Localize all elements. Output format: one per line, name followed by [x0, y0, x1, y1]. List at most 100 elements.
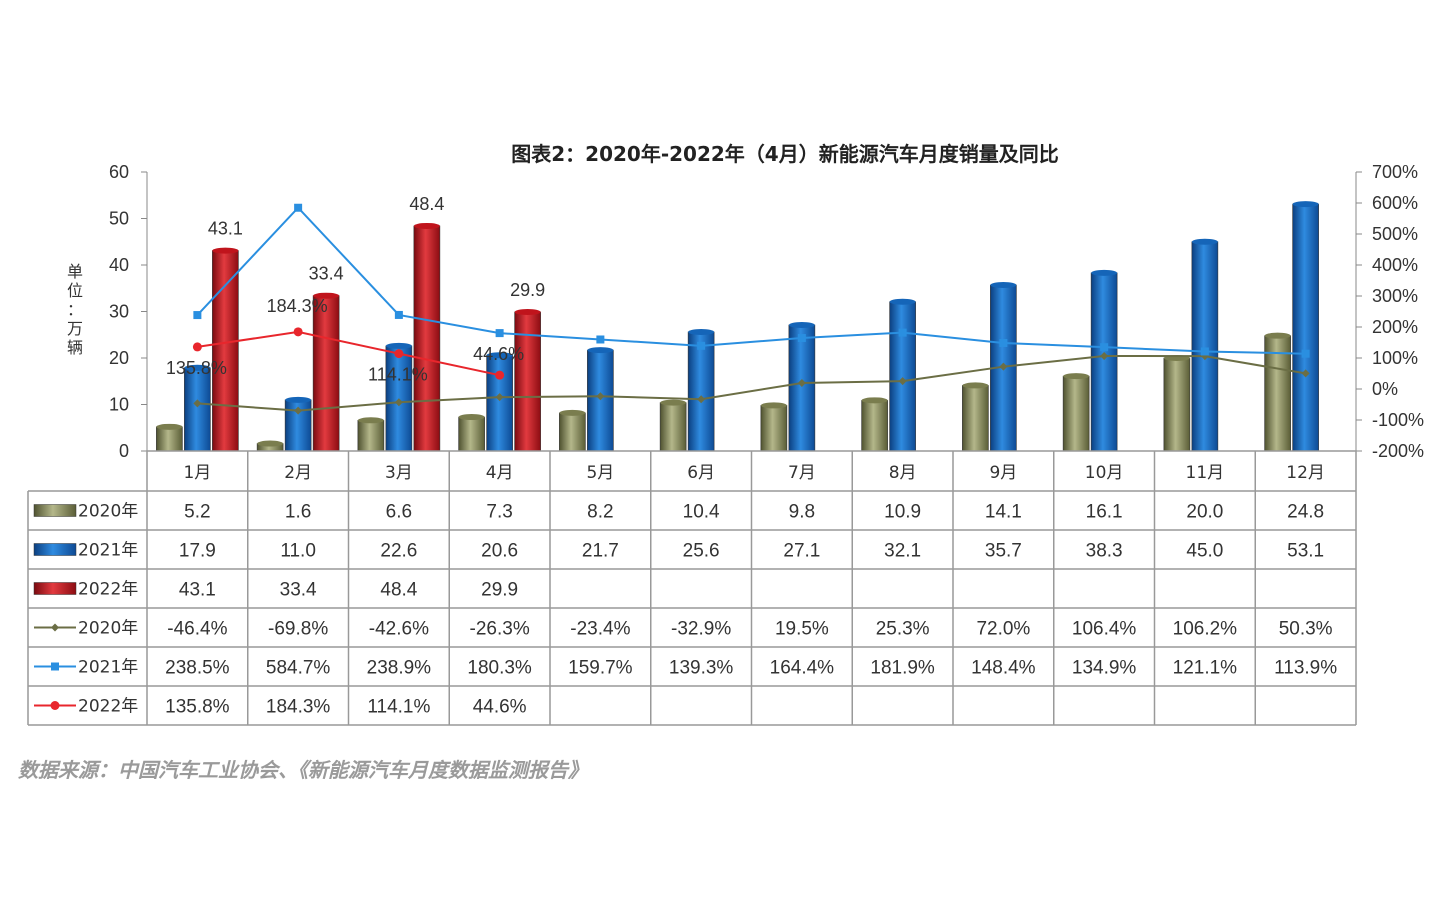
data-labels-group: 43.1 33.4 48.4 29.9 135.8% 184.3% 114.1% 44.6%: [166, 194, 545, 385]
right-tick-label: 300%: [1372, 286, 1418, 306]
table-cell: 50.3%: [1279, 619, 1333, 640]
bar-value-label: 29.9: [510, 280, 545, 300]
line-2021年: [196, 206, 1306, 355]
legend-marker: [51, 662, 59, 671]
bar-cap-2021年: [285, 396, 312, 403]
table-header-cell: 7月: [788, 463, 816, 483]
bar-cap-2021年: [184, 364, 211, 371]
bar-cap-2020年: [1264, 332, 1291, 339]
right-tick-label: -100%: [1372, 410, 1424, 430]
point-2020年: [697, 395, 706, 404]
left-tick-label: 30: [109, 302, 129, 322]
bar-cap-2021年: [1091, 269, 1118, 276]
bar-2020年: [1264, 335, 1291, 452]
left-tick-label: 10: [109, 395, 129, 415]
bar-cap-2020年: [760, 402, 787, 409]
right-tick-label: 200%: [1372, 317, 1418, 337]
bar-cap-2021年: [1191, 238, 1218, 245]
table-cell: -42.6%: [369, 619, 429, 640]
point-2020年: [596, 392, 605, 401]
bar-cap-2020年: [962, 382, 989, 389]
bar-cap-2021年: [1292, 201, 1319, 208]
table-cell: 53.1: [1287, 541, 1324, 562]
point-2022年: [293, 327, 303, 337]
point-2022年: [394, 349, 404, 359]
table-cell: 238.9%: [367, 658, 432, 679]
point-2020年: [193, 399, 202, 408]
table-cell: 72.0%: [976, 619, 1030, 640]
left-y-axis: 0 10 20 30 40 50 60: [109, 162, 148, 461]
bar-cap-2020年: [660, 399, 687, 406]
table-row-header: 2022年: [78, 697, 138, 717]
table-cell: 25.3%: [876, 619, 930, 640]
point-2020年: [495, 393, 504, 402]
bar-series-group: [156, 201, 1319, 452]
right-tick-label: 100%: [1372, 348, 1418, 368]
bar-2020年: [559, 412, 586, 452]
bar-cap-2020年: [1063, 373, 1090, 380]
table-header-cell: 5月: [586, 463, 614, 483]
point-2021年: [898, 328, 907, 337]
table-cell: 43.1: [179, 580, 216, 601]
table-header-cell: 9月: [989, 463, 1017, 483]
point-2020年: [394, 398, 403, 407]
bar-2021年: [889, 301, 916, 452]
legend-marker: [51, 623, 59, 632]
table-cell: 45.0: [1186, 541, 1223, 562]
table-cell: 159.7%: [568, 658, 633, 679]
bar-2020年: [861, 400, 888, 452]
point-2020年: [1100, 352, 1109, 361]
right-tick-label: 600%: [1372, 193, 1418, 213]
table-cell: -46.4%: [167, 619, 227, 640]
point-2020年: [999, 362, 1008, 371]
table-cell: 11.0: [280, 541, 316, 562]
point-2021年: [596, 335, 605, 344]
table-cell: -23.4%: [570, 619, 630, 640]
table-cell: 7.3: [486, 502, 512, 523]
right-tick-label: 400%: [1372, 255, 1418, 275]
unit-label-char: 万: [67, 319, 83, 338]
legend-key-2022年: [33, 582, 77, 595]
unit-label-char: 单: [67, 262, 83, 281]
table-cell: 27.1: [783, 541, 820, 562]
line-value-label: 114.1%: [368, 365, 428, 385]
point-2021年: [495, 329, 504, 338]
table-cell: 8.2: [587, 502, 613, 523]
point-2021年: [193, 311, 202, 320]
table-cell: 44.6%: [473, 697, 527, 718]
table-header-cell: 4月: [486, 463, 514, 483]
bar-2022年: [312, 295, 340, 452]
bar-2022年: [514, 311, 541, 452]
bar-cap-2020年: [559, 409, 586, 416]
table-cell: 32.1: [884, 541, 921, 562]
table-cell: 1.6: [285, 502, 311, 523]
bar-cap-2021年: [587, 347, 614, 354]
line-value-label: 44.6%: [473, 344, 524, 364]
table-cell: 114.1%: [367, 697, 430, 718]
left-tick-label: 0: [119, 441, 129, 461]
table-cell: -69.8%: [268, 619, 328, 640]
source-note: 数据来源：中国汽车工业协会、《新能源汽车月度数据监测报告》: [18, 758, 588, 782]
y-axis-unit-label: 单位：万辆: [67, 262, 83, 357]
table-header-cell: 10月: [1085, 463, 1124, 483]
table-cell: 106.4%: [1072, 619, 1137, 640]
table-cell: 35.7: [985, 541, 1022, 562]
bar-2021年: [1090, 272, 1118, 452]
bar-2021年: [587, 349, 614, 452]
table-cell: 16.1: [1086, 502, 1123, 523]
table-cell: 148.4%: [971, 658, 1036, 679]
left-tick-label: 60: [109, 162, 129, 182]
point-2021年: [1301, 349, 1310, 358]
table-cell: 25.6: [683, 541, 720, 562]
table-cell: -32.9%: [671, 619, 731, 640]
table-cell: 135.8%: [165, 697, 230, 718]
table-cell: 20.6: [481, 541, 518, 562]
table-cell: 106.2%: [1173, 619, 1238, 640]
table-cell: 17.9: [179, 541, 216, 562]
table-cell: 10.9: [884, 502, 921, 523]
chart-title: 图表2：2020年-2022年（4月）新能源汽车月度销量及同比: [511, 142, 1058, 166]
table-header-cell: 12月: [1286, 463, 1325, 483]
point-2020年: [294, 406, 303, 415]
bar-2020年: [1163, 357, 1191, 452]
table-row-header: 2020年: [78, 502, 138, 522]
